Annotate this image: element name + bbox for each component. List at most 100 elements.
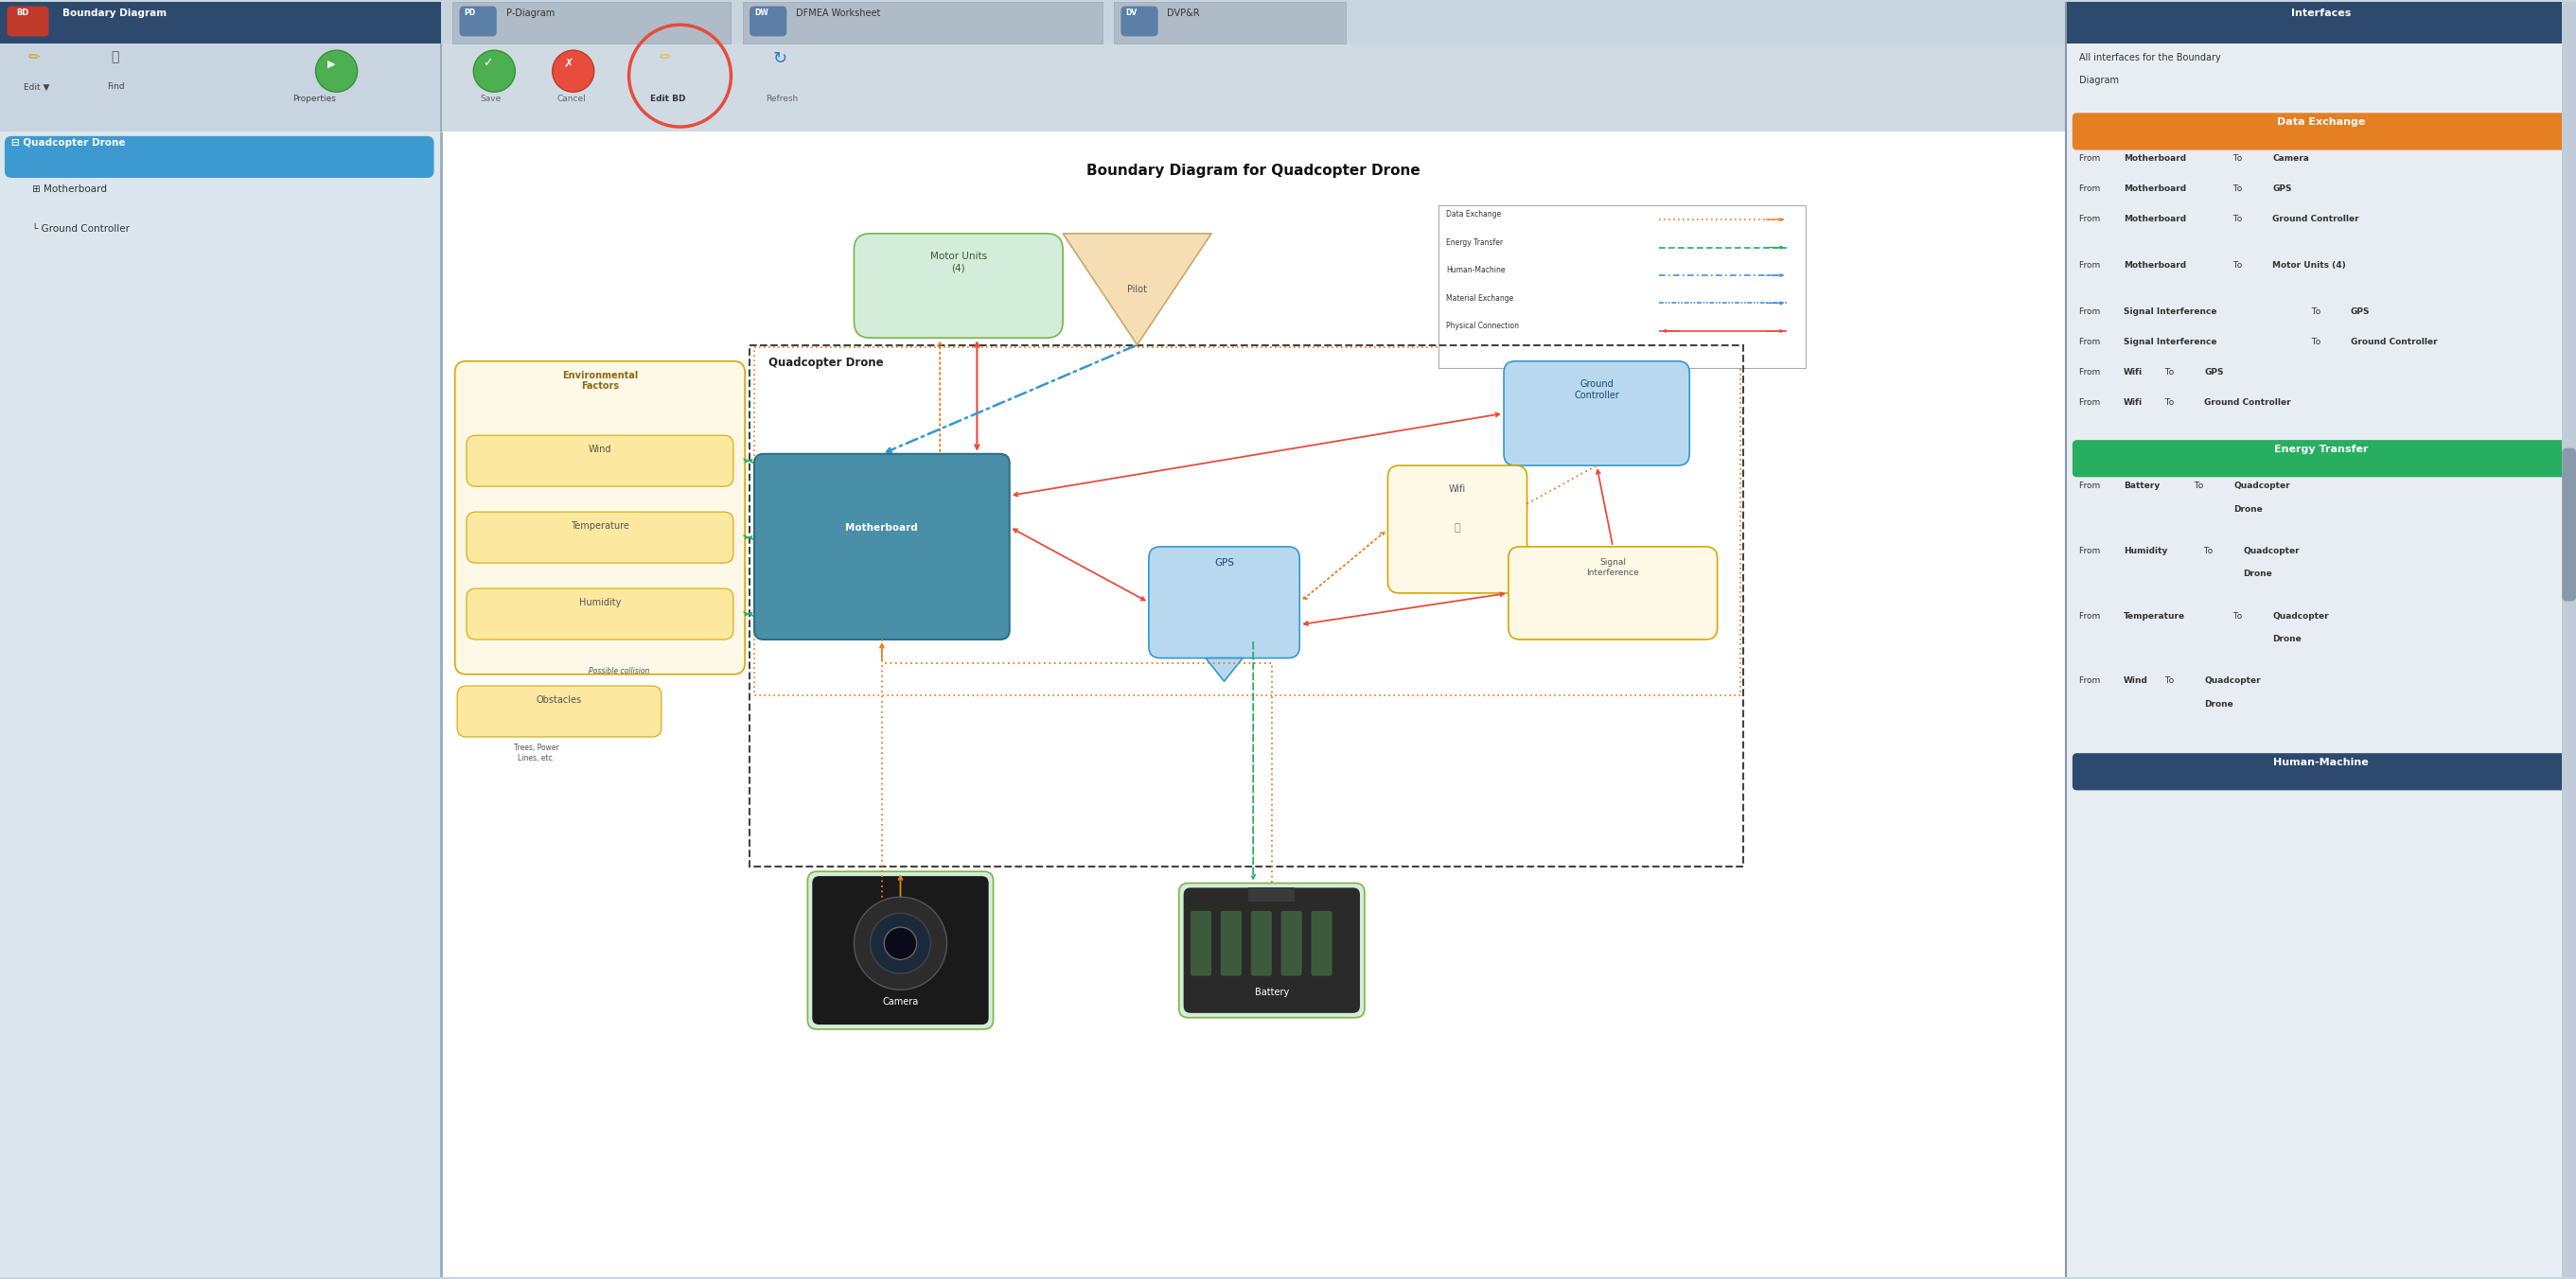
- Text: Battery: Battery: [1255, 987, 1288, 996]
- Text: ▶: ▶: [327, 60, 335, 69]
- Text: Drone: Drone: [2272, 634, 2300, 643]
- FancyBboxPatch shape: [1149, 546, 1301, 659]
- Text: Properties: Properties: [294, 95, 335, 102]
- Text: To: To: [2231, 261, 2246, 270]
- Text: Human-Machine: Human-Machine: [1445, 266, 1504, 275]
- Bar: [2066, 1, 2576, 1278]
- FancyBboxPatch shape: [1311, 911, 1332, 976]
- Text: From: From: [2079, 338, 2102, 347]
- Text: Temperature: Temperature: [572, 521, 629, 531]
- Text: Signal Interference: Signal Interference: [2123, 308, 2218, 316]
- Circle shape: [317, 50, 358, 92]
- FancyBboxPatch shape: [1121, 6, 1159, 36]
- Bar: [0, 132, 440, 1278]
- Text: DVP&R: DVP&R: [1167, 9, 1200, 18]
- Text: To: To: [2231, 184, 2246, 193]
- Polygon shape: [1064, 234, 1211, 345]
- Text: ✓: ✓: [482, 58, 492, 69]
- Text: PD: PD: [464, 9, 477, 17]
- Bar: [1249, 888, 1296, 902]
- Text: Refresh: Refresh: [765, 95, 799, 102]
- Text: From: From: [2079, 398, 2102, 407]
- Text: Data Exchange: Data Exchange: [2277, 118, 2365, 127]
- Text: Drone: Drone: [2233, 505, 2262, 513]
- Text: From: From: [2079, 546, 2102, 555]
- Text: Quadcopter Drone: Quadcopter Drone: [768, 357, 884, 368]
- Text: Motherboard: Motherboard: [2123, 261, 2187, 270]
- Text: DV: DV: [1126, 9, 1136, 17]
- FancyBboxPatch shape: [1388, 466, 1528, 593]
- Bar: [750, 345, 1744, 867]
- Bar: [1440, 206, 1806, 368]
- Text: Pilot: Pilot: [1128, 284, 1146, 294]
- Text: Data Exchange: Data Exchange: [1445, 210, 1502, 219]
- Circle shape: [474, 50, 515, 92]
- Text: All interfaces for the Boundary: All interfaces for the Boundary: [2079, 52, 2221, 63]
- Text: Ground
Controller: Ground Controller: [1574, 380, 1620, 400]
- Text: Edit ▼: Edit ▼: [23, 83, 49, 91]
- Circle shape: [855, 897, 948, 990]
- FancyBboxPatch shape: [1190, 911, 1211, 976]
- Text: Ground Controller: Ground Controller: [2205, 398, 2290, 407]
- Text: From: From: [2079, 677, 2102, 686]
- FancyBboxPatch shape: [1180, 883, 1365, 1018]
- Text: ↻: ↻: [773, 50, 788, 68]
- Text: From: From: [2079, 482, 2102, 490]
- Text: BD: BD: [15, 9, 28, 17]
- Text: Material Exchange: Material Exchange: [1445, 294, 1512, 302]
- Text: Obstacles: Obstacles: [536, 696, 582, 705]
- Text: 📶: 📶: [1455, 523, 1461, 533]
- Text: Physical Connection: Physical Connection: [1445, 322, 1520, 330]
- Text: Interfaces: Interfaces: [2290, 9, 2352, 18]
- Text: 🔍: 🔍: [111, 50, 118, 64]
- FancyBboxPatch shape: [855, 234, 1064, 338]
- Text: Humidity: Humidity: [2123, 546, 2166, 555]
- Text: ✏: ✏: [28, 50, 39, 64]
- Text: Quadcopter: Quadcopter: [2244, 546, 2300, 555]
- Bar: [2563, 1, 2576, 1278]
- Text: Cancel: Cancel: [556, 95, 587, 102]
- FancyBboxPatch shape: [466, 435, 734, 486]
- Text: Quadcopter: Quadcopter: [2205, 677, 2262, 686]
- Text: Trees, Power
Lines, etc.: Trees, Power Lines, etc.: [513, 744, 559, 762]
- FancyBboxPatch shape: [2074, 440, 2568, 477]
- Text: From: From: [2079, 184, 2102, 193]
- Text: Energy Transfer: Energy Transfer: [1445, 238, 1502, 247]
- Text: Diagram: Diagram: [2079, 75, 2120, 86]
- Text: To: To: [2161, 368, 2177, 376]
- Bar: [755, 347, 1741, 696]
- Text: Wifi: Wifi: [2123, 368, 2143, 376]
- FancyBboxPatch shape: [466, 512, 734, 563]
- Bar: [453, 1, 732, 43]
- Text: Motherboard: Motherboard: [2123, 155, 2187, 164]
- Text: Drone: Drone: [2205, 700, 2233, 709]
- Text: ⊟ Quadcopter Drone: ⊟ Quadcopter Drone: [13, 138, 126, 148]
- Text: Wifi: Wifi: [2123, 398, 2143, 407]
- Text: Environmental
Factors: Environmental Factors: [562, 371, 639, 391]
- FancyBboxPatch shape: [755, 454, 1010, 640]
- Text: Human-Machine: Human-Machine: [2272, 758, 2367, 767]
- Text: Wind: Wind: [2123, 677, 2148, 686]
- Bar: [0, 43, 2576, 132]
- Bar: [1113, 1, 1347, 43]
- Text: Possible collision: Possible collision: [590, 668, 649, 675]
- Text: ✗: ✗: [564, 58, 574, 69]
- Text: Boundary Diagram: Boundary Diagram: [62, 9, 167, 18]
- Text: Motherboard: Motherboard: [2123, 215, 2187, 224]
- Text: From: From: [2079, 611, 2102, 620]
- Bar: [742, 1, 1103, 43]
- Text: GPS: GPS: [2205, 368, 2223, 376]
- FancyBboxPatch shape: [1510, 546, 1718, 640]
- Text: Quadcopter: Quadcopter: [2272, 611, 2329, 620]
- FancyBboxPatch shape: [456, 361, 744, 674]
- Text: DFMEA Worksheet: DFMEA Worksheet: [796, 9, 881, 18]
- Text: From: From: [2079, 308, 2102, 316]
- FancyBboxPatch shape: [459, 6, 497, 36]
- Text: To: To: [2161, 677, 2177, 686]
- Text: Quadcopter: Quadcopter: [2233, 482, 2290, 490]
- Bar: [440, 132, 2066, 1278]
- Text: Temperature: Temperature: [2123, 611, 2184, 620]
- Text: To: To: [2231, 155, 2246, 164]
- FancyBboxPatch shape: [1504, 361, 1690, 466]
- Circle shape: [551, 50, 595, 92]
